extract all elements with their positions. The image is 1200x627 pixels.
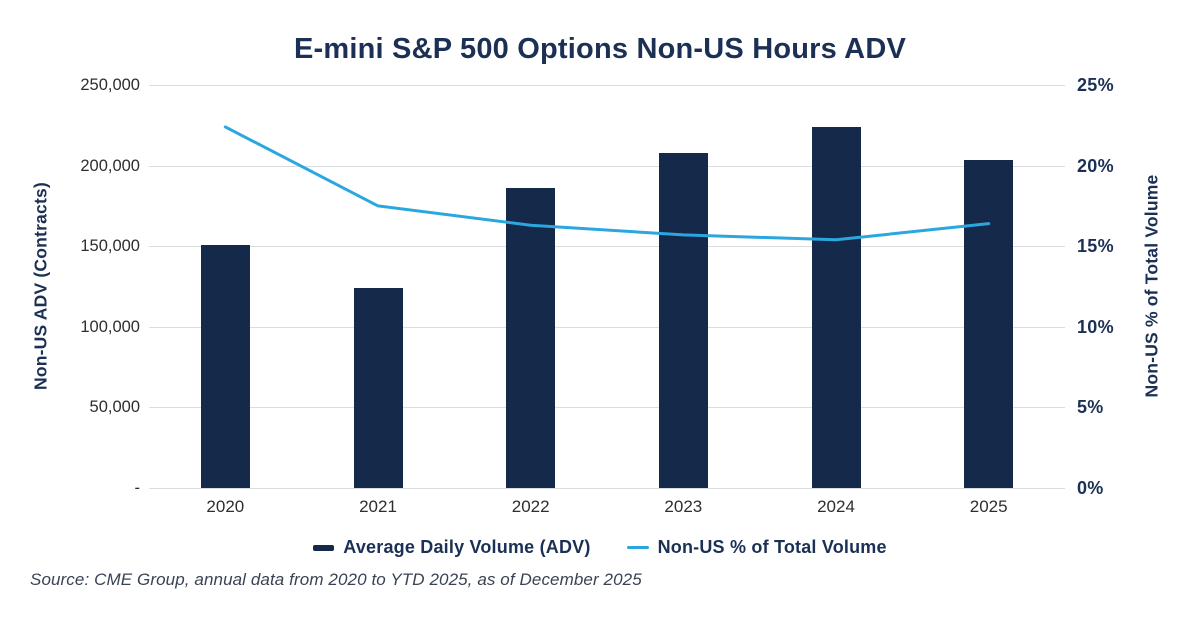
legend: Average Daily Volume (ADV) Non-US % of T… — [0, 537, 1200, 558]
pct-line — [223, 125, 991, 242]
legend-label-pct: Non-US % of Total Volume — [657, 537, 887, 557]
adv-bar-2021 — [353, 288, 403, 488]
adv-bar-2020 — [200, 244, 250, 488]
right-axis-title: Non-US % of Total Volume — [1141, 174, 1162, 398]
right-tick-label: 25% — [1077, 75, 1114, 95]
right-axis-ticks: 25% 20% 15% 10% 5% 0% — [1077, 75, 1147, 498]
right-tick-label: 15% — [1077, 236, 1114, 257]
adv-bar-2025 — [964, 159, 1014, 488]
line-series-marker-icon — [626, 546, 649, 549]
x-tick-label-2021: 2021 — [359, 497, 397, 516]
left-axis-title: Non-US ADV (Contracts) — [30, 182, 51, 390]
right-tick-label: 20% — [1077, 155, 1114, 176]
bar-series-marker-icon — [313, 544, 335, 551]
x-tick-label-2022: 2022 — [511, 497, 550, 516]
right-tick-label: 5% — [1077, 397, 1104, 418]
source-note: Source: CME Group, annual data from 2020… — [30, 570, 642, 589]
left-tick-label: - — [134, 479, 141, 497]
chart-title: E-mini S&P 500 Options Non-US Hours ADV — [293, 33, 907, 65]
adv-bar-2024 — [811, 126, 861, 488]
plot-area — [149, 85, 1065, 489]
legend-item-adv: Average Daily Volume (ADV) — [313, 537, 590, 558]
x-tick-label-2025: 2025 — [969, 497, 1008, 516]
right-tick-label: 10% — [1077, 316, 1114, 337]
gridline — [149, 407, 1065, 409]
left-tick-label: 50,000 — [89, 398, 140, 417]
adv-bar-2022 — [506, 188, 556, 488]
left-tick-label: 200,000 — [80, 156, 140, 175]
right-tick-label: 0% — [1077, 478, 1104, 498]
gridline — [149, 165, 1065, 167]
x-tick-label-2020: 2020 — [206, 497, 245, 516]
gridline — [149, 85, 1065, 86]
pct-line-chart — [223, 125, 991, 242]
left-tick-label: 100,000 — [80, 317, 140, 336]
legend-item-pct: Non-US % of Total Volume — [626, 537, 887, 558]
x-tick-label-2023: 2023 — [664, 497, 703, 516]
legend-label-adv: Average Daily Volume (ADV) — [343, 537, 591, 557]
left-tick-label: 150,000 — [80, 237, 140, 256]
x-axis-ticks: 2020 2021 2022 2023 2024 2025 — [149, 496, 1065, 518]
left-tick-label: 250,000 — [80, 76, 140, 94]
gridline — [149, 326, 1065, 328]
gridline — [149, 246, 1065, 248]
adv-bar-2023 — [658, 152, 708, 488]
gridline — [149, 488, 1065, 489]
x-tick-label-2024: 2024 — [817, 497, 855, 516]
left-axis-ticks: 250,000 200,000 150,000 100,000 50,000 - — [0, 76, 140, 497]
